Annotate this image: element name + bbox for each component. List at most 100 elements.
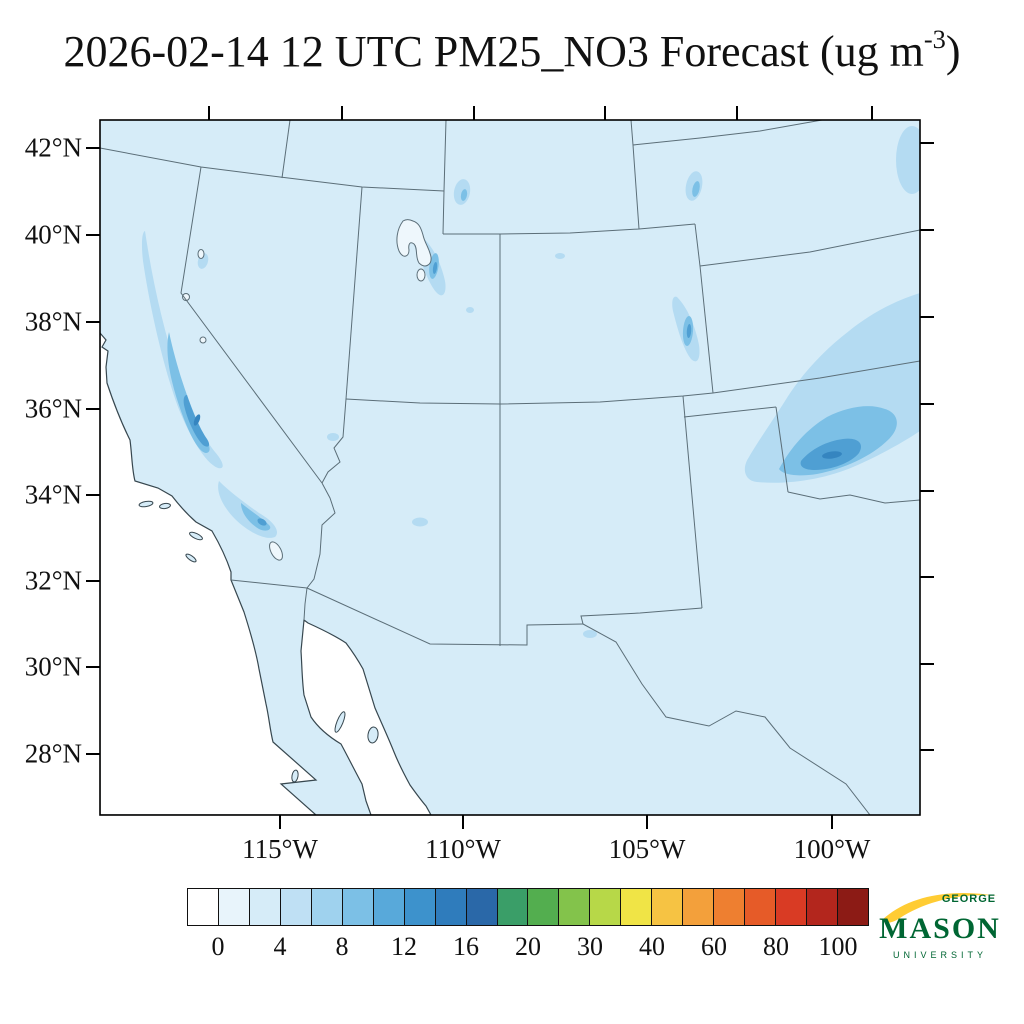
mono-lake — [199, 336, 207, 344]
gmu-swoosh-icon — [882, 893, 998, 923]
field-northeast-corner — [896, 126, 920, 194]
colorbar-cell — [249, 889, 281, 925]
colorbar-tick-label: 8 — [335, 932, 349, 961]
border-37n — [345, 360, 920, 405]
colorbar-tick-label: 0 — [211, 932, 225, 961]
island-tiburon — [367, 726, 379, 744]
lat-tick-label: 40°N — [24, 219, 82, 250]
lon-tick-label: 115°W — [242, 834, 318, 864]
lat-tick-label: 32°N — [24, 565, 82, 596]
colorbar-cell — [590, 889, 622, 925]
island-catalina — [189, 531, 203, 541]
border-rio-grande — [582, 623, 871, 815]
colorbar-cell — [280, 889, 312, 925]
colorbar-tick-label: 100 — [818, 932, 858, 961]
axis-ticks — [86, 106, 934, 829]
field-wasatch-core — [432, 262, 438, 274]
title-superscript: -3 — [923, 24, 946, 55]
border-arizona-nevada — [321, 398, 347, 484]
field-front-range-core — [686, 324, 692, 338]
colorbar-cell — [311, 889, 343, 925]
field-speck-2 — [466, 307, 474, 313]
state-borders — [100, 120, 920, 815]
border-texas-oklahoma-100w — [775, 406, 789, 493]
colorbar-tick-label: 30 — [577, 932, 603, 961]
colorbar — [187, 888, 869, 926]
lon-tick-label: 105°W — [608, 834, 686, 864]
gmu-university-text: UNIVERSITY — [893, 950, 987, 960]
border-southdakota-nebraska — [632, 120, 823, 146]
field-east-patch — [879, 308, 907, 328]
gmu-mason-text: MASON — [879, 912, 1001, 945]
border-42n — [100, 147, 445, 192]
border-arizona-newmexico-mexico — [306, 587, 584, 646]
gmu-logo: GEORGE MASON UNIVERSITY — [872, 886, 1008, 972]
colorbar-tick-label: 80 — [763, 932, 789, 961]
border-oregon-idaho — [281, 120, 291, 179]
colorbar-tick-label: 12 — [391, 932, 417, 961]
border-red-river — [787, 491, 920, 504]
colorbar-cell — [838, 889, 868, 925]
border-nevada-utah — [345, 186, 363, 400]
colorbar-tick-label: 4 — [273, 932, 287, 961]
title-close: ) — [945, 27, 961, 76]
pacific-ocean — [100, 332, 318, 815]
field-cheyenne-mid — [692, 181, 700, 197]
border-california-arizona-colorado-river — [306, 482, 336, 589]
colorbar-cell — [404, 889, 436, 925]
colorbar-cell — [435, 889, 467, 925]
lat-tick-label: 30°N — [24, 651, 82, 682]
lat-tick-label: 36°N — [24, 393, 82, 424]
colorbar-cell — [528, 889, 560, 925]
colorbar-cell — [652, 889, 684, 925]
field-panhandle-max — [822, 451, 842, 459]
colorbar-cell — [188, 889, 219, 925]
island-angel-guarda — [334, 711, 346, 733]
field-el-paso — [583, 630, 597, 638]
lat-tick-label: 28°N — [24, 738, 82, 769]
great-salt-lake — [396, 219, 432, 267]
salton-sea — [269, 541, 283, 561]
colorbar-labels: 0 4 8 12 16 20 30 40 60 80 100 — [187, 934, 869, 966]
colorbar-tick-label: 20 — [515, 932, 541, 961]
colorbar-cell — [807, 889, 839, 925]
lat-tick-label: 38°N — [24, 306, 82, 337]
colorbar-cell — [497, 889, 529, 925]
colorbar-cell — [621, 889, 653, 925]
colorbar-tick-label: 60 — [701, 932, 727, 961]
field-cache-valley-mid — [460, 189, 468, 201]
border-california-nevada — [180, 166, 323, 484]
plot-frame — [99, 119, 921, 816]
field-las-vegas — [327, 433, 339, 441]
utah-lake — [416, 268, 426, 282]
border-idaho-wyoming — [442, 120, 447, 235]
gmu-george-text: GEORGE — [942, 893, 996, 905]
lakes — [182, 219, 432, 561]
border-41n — [443, 223, 696, 235]
colorado-river-delta — [303, 587, 308, 621]
colorbar-cell — [559, 889, 591, 925]
title-text: 2026-02-14 12 UTC PM25_NO3 Forecast (ug … — [63, 27, 924, 76]
border-nebraska-kansas — [699, 229, 920, 267]
border-california-mexico — [230, 579, 308, 589]
colorbar-tick-label: 40 — [639, 932, 665, 961]
colorbar-tick-label: 16 — [453, 932, 479, 961]
field-central-valley-max — [193, 414, 201, 426]
gulf-of-california — [300, 618, 432, 815]
border-newmexico-texas-east — [682, 395, 703, 609]
colorbar-cell — [683, 889, 715, 925]
border-colorado-kansas — [699, 265, 714, 394]
border-oklahoma-panhandle — [683, 406, 777, 418]
lat-tick-label: 34°N — [24, 479, 82, 510]
border-colorado-nebraska — [694, 223, 701, 267]
field-phoenix — [412, 517, 428, 527]
colorbar-cell — [776, 889, 808, 925]
islands — [138, 500, 379, 783]
page-title: 2026-02-14 12 UTC PM25_NO3 Forecast (ug … — [0, 24, 1024, 77]
island-san-clemente — [185, 553, 197, 563]
field-south-coast-core — [257, 518, 267, 526]
colorbar-cell — [466, 889, 498, 925]
colorbar-cell — [342, 889, 374, 925]
field-speck-1 — [555, 253, 565, 259]
